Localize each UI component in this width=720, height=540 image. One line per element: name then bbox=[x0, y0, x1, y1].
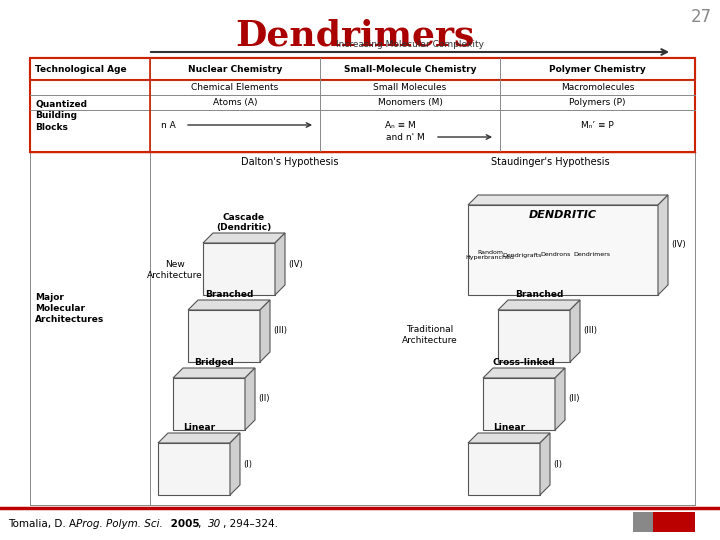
Text: Small Molecules: Small Molecules bbox=[374, 83, 446, 92]
Polygon shape bbox=[468, 195, 668, 205]
Text: Traditional
Architecture: Traditional Architecture bbox=[402, 325, 458, 345]
Text: Mₙ’ ≡ P: Mₙ’ ≡ P bbox=[581, 120, 614, 130]
Text: Macromolecules: Macromolecules bbox=[561, 83, 634, 92]
Text: Monomers (M): Monomers (M) bbox=[377, 98, 442, 107]
Polygon shape bbox=[230, 433, 240, 495]
Bar bbox=[188, 310, 260, 362]
Text: Dalton's Hypothesis: Dalton's Hypothesis bbox=[241, 157, 338, 167]
Text: Increasing Molecular Complexity: Increasing Molecular Complexity bbox=[336, 40, 484, 49]
Polygon shape bbox=[203, 233, 285, 243]
Polygon shape bbox=[555, 368, 565, 430]
Polygon shape bbox=[468, 433, 550, 443]
Polygon shape bbox=[158, 433, 240, 443]
Text: 27: 27 bbox=[691, 8, 712, 26]
Bar bbox=[203, 243, 275, 295]
Polygon shape bbox=[658, 195, 668, 295]
Text: Tomalia, D. A.: Tomalia, D. A. bbox=[8, 519, 83, 529]
Bar bbox=[30, 58, 695, 152]
Text: Branched: Branched bbox=[515, 290, 563, 299]
Text: Nuclear Chemistry: Nuclear Chemistry bbox=[188, 64, 282, 73]
Text: Atoms (A): Atoms (A) bbox=[212, 98, 257, 107]
Text: (II): (II) bbox=[258, 395, 269, 403]
Text: (I): (I) bbox=[553, 460, 562, 469]
Text: Prog. Polym. Sci.: Prog. Polym. Sci. bbox=[76, 519, 163, 529]
Text: Aₙ ≡ M: Aₙ ≡ M bbox=[384, 120, 415, 130]
Text: Staudinger's Hypothesis: Staudinger's Hypothesis bbox=[491, 157, 609, 167]
Text: Quantized
Building
Blocks: Quantized Building Blocks bbox=[35, 100, 87, 132]
Polygon shape bbox=[275, 233, 285, 295]
Text: New
Architecture: New Architecture bbox=[147, 260, 203, 280]
Polygon shape bbox=[188, 300, 270, 310]
Text: 2005: 2005 bbox=[167, 519, 199, 529]
Polygon shape bbox=[498, 300, 580, 310]
Text: Branched: Branched bbox=[204, 290, 253, 299]
Bar bbox=[468, 443, 540, 495]
Text: Dendrons: Dendrons bbox=[541, 253, 571, 258]
Text: Major
Molecular
Architectures: Major Molecular Architectures bbox=[35, 293, 104, 324]
Polygon shape bbox=[173, 368, 255, 378]
Text: Bridged: Bridged bbox=[194, 358, 234, 367]
Bar bbox=[633, 512, 653, 532]
Text: Dendrimers: Dendrimers bbox=[574, 253, 611, 258]
Text: Polymer Chemistry: Polymer Chemistry bbox=[549, 64, 646, 73]
Text: Dendrimers: Dendrimers bbox=[235, 18, 474, 52]
Polygon shape bbox=[570, 300, 580, 362]
Bar bbox=[30, 58, 695, 80]
Polygon shape bbox=[483, 368, 565, 378]
Text: n A: n A bbox=[161, 120, 176, 130]
Text: (IV): (IV) bbox=[671, 240, 685, 249]
Text: DENDRITIC: DENDRITIC bbox=[529, 210, 597, 220]
Text: Cascade
(Dendritic): Cascade (Dendritic) bbox=[217, 213, 271, 232]
Bar bbox=[468, 205, 658, 295]
Bar bbox=[498, 310, 570, 362]
Text: Cross-linked: Cross-linked bbox=[492, 358, 555, 367]
Polygon shape bbox=[260, 300, 270, 362]
Text: (I): (I) bbox=[243, 460, 252, 469]
Bar bbox=[483, 378, 555, 430]
Text: (IV): (IV) bbox=[288, 260, 302, 268]
Text: Linear: Linear bbox=[493, 423, 525, 432]
Text: (II): (II) bbox=[568, 395, 580, 403]
Bar bbox=[653, 512, 695, 532]
Polygon shape bbox=[540, 433, 550, 495]
Text: Dendrigrafts: Dendrigrafts bbox=[503, 253, 541, 258]
Text: 30: 30 bbox=[208, 519, 221, 529]
Text: and n' M: and n' M bbox=[386, 132, 424, 141]
Polygon shape bbox=[245, 368, 255, 430]
Text: Technological Age: Technological Age bbox=[35, 64, 127, 73]
Text: Small-Molecule Chemistry: Small-Molecule Chemistry bbox=[343, 64, 476, 73]
Text: Chemical Elements: Chemical Elements bbox=[192, 83, 279, 92]
Text: , 294–324.: , 294–324. bbox=[223, 519, 278, 529]
Text: (III): (III) bbox=[583, 327, 597, 335]
Bar bbox=[173, 378, 245, 430]
Bar bbox=[158, 443, 230, 495]
Text: ,: , bbox=[198, 519, 204, 529]
Text: (III): (III) bbox=[273, 327, 287, 335]
Text: Random
Hyperbranched: Random Hyperbranched bbox=[466, 249, 514, 260]
Text: Linear: Linear bbox=[183, 423, 215, 432]
Text: Polymers (P): Polymers (P) bbox=[570, 98, 626, 107]
